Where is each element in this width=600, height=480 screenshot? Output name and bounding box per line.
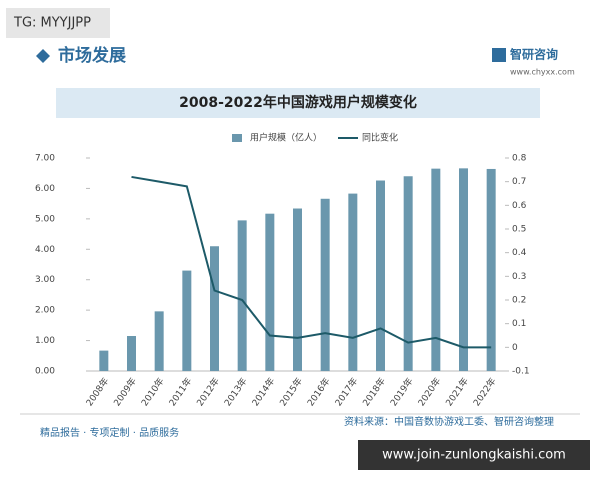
tag: TG: MYYJJPP (13, 16, 91, 31)
diamond-icon (36, 49, 50, 63)
source: 资料来源：中国音数协游戏工委、智研咨询整理 (344, 415, 554, 428)
y2-tick-label: 0.1 (512, 319, 526, 329)
y2-tick-label: 0.8 (512, 154, 527, 164)
x-tick-label: 2022年 (471, 375, 499, 408)
bar (265, 213, 275, 371)
x-tick-label: 2019年 (388, 375, 416, 408)
site: www.chyxx.com (510, 68, 575, 77)
x-tick-label: 2018年 (360, 375, 388, 408)
x-tick-label: 2017年 (332, 375, 360, 408)
bar (127, 336, 136, 371)
bar (403, 176, 413, 371)
x-tick-label: 2009年 (111, 375, 139, 408)
y-tick-label: 2.00 (35, 306, 55, 316)
y-tick-label: 3.00 (35, 275, 55, 285)
x-tick-label: 2012年 (194, 375, 222, 408)
line (131, 175, 492, 349)
y2-tick-label: 0.5 (512, 225, 526, 235)
brand: 智研咨询 (509, 47, 558, 62)
bar (99, 350, 109, 371)
bar (182, 270, 192, 371)
x-tick-label: 2021年 (443, 375, 471, 408)
legend-label: 用户规模（亿人） (250, 132, 322, 144)
x-tick-label: 2015年 (277, 375, 305, 408)
bar (431, 168, 441, 371)
watermark: www.join-zunlongkaishi.com (382, 448, 566, 463)
x-tick-label: 2013年 (222, 375, 250, 408)
watermark-box (358, 440, 590, 470)
y2-tick-label: 0 (512, 343, 518, 353)
bar (237, 220, 247, 371)
y-tick-label: 0.00 (35, 367, 55, 377)
section-title: 市场发展 (58, 45, 126, 66)
y2-tick-label: 0.3 (512, 272, 526, 282)
legend-label: 同比变化 (362, 132, 398, 144)
y2-tick-label: 0.7 (512, 177, 526, 187)
bar (154, 311, 164, 371)
y-tick-label: 1.00 (35, 336, 55, 346)
bar (486, 168, 496, 371)
x-tick-label: 2014年 (249, 375, 277, 408)
y2-tick-label: 0.6 (512, 201, 527, 211)
bar (348, 193, 358, 371)
bar (459, 168, 468, 371)
y-tick-label: 7.00 (35, 154, 55, 164)
x-tick-label: 2010年 (139, 375, 167, 408)
x-tick-label: 2008年 (83, 375, 111, 408)
y2-tick-label: 0.2 (512, 296, 526, 306)
tag-box (6, 8, 110, 38)
y-tick-label: 5.00 (35, 214, 55, 224)
x-tick-label: 2020年 (415, 375, 443, 408)
legend-swatch (232, 134, 242, 142)
bar (376, 180, 385, 371)
x-tick-label: 2016年 (305, 375, 333, 408)
bar (210, 246, 219, 371)
y-tick-label: 4.00 (35, 245, 55, 255)
x-tick-label: 2011年 (166, 375, 194, 408)
y-tick-label: 6.00 (35, 184, 55, 194)
y2-tick-label: 0.4 (512, 248, 527, 258)
bar (320, 198, 330, 371)
title-banner (56, 88, 540, 118)
logo-icon (492, 48, 506, 62)
y2-tick-label: -0.1 (512, 367, 530, 377)
chart-title: 2008-2022年中国游戏用户规模变化 (179, 94, 417, 111)
slogan: 精品报告 · 专项定制 · 品质服务 (40, 426, 179, 439)
bar (293, 208, 302, 371)
